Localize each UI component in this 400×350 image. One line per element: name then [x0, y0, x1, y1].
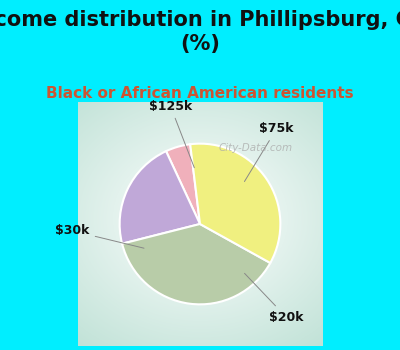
Text: $75k: $75k — [244, 122, 294, 182]
Text: $125k: $125k — [149, 100, 194, 168]
Wedge shape — [120, 151, 200, 244]
Text: $30k: $30k — [56, 224, 144, 248]
Wedge shape — [122, 224, 270, 304]
Text: Income distribution in Phillipsburg, GA
(%): Income distribution in Phillipsburg, GA … — [0, 10, 400, 54]
Text: City-Data.com: City-Data.com — [219, 143, 293, 153]
Text: $20k: $20k — [244, 273, 304, 324]
Wedge shape — [190, 144, 280, 263]
Text: Black or African American residents: Black or African American residents — [46, 86, 354, 101]
Wedge shape — [166, 144, 200, 224]
